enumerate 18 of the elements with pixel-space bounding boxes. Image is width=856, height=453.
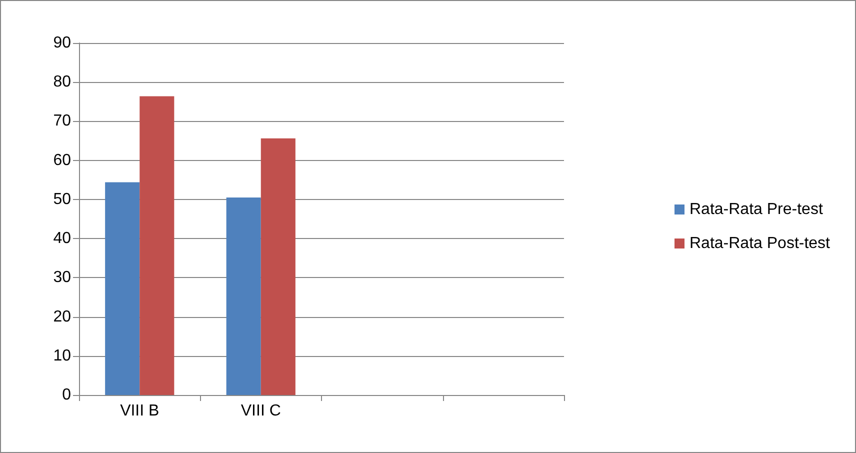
legend-label: Rata-Rata Post-test — [690, 235, 831, 252]
y-tick-label: 0 — [62, 386, 72, 404]
y-tick-label: 20 — [53, 308, 72, 326]
y-tick-label: 60 — [53, 152, 72, 169]
bar — [260, 138, 296, 395]
x-tick-label: VIII C — [240, 402, 281, 420]
bar — [140, 96, 174, 395]
bar — [105, 182, 140, 395]
y-tick-label: 80 — [53, 74, 72, 91]
bar — [226, 197, 261, 395]
y-tick-label: 10 — [53, 347, 72, 364]
y-tick-label: 50 — [53, 190, 72, 208]
y-tick-label: 90 — [53, 34, 72, 52]
y-tick-label: 30 — [53, 269, 72, 286]
legend-label: Rata-Rata Pre-test — [690, 201, 824, 218]
x-tick-label: VIII B — [120, 402, 160, 420]
y-tick-label: 70 — [53, 112, 72, 130]
y-tick-label: 40 — [53, 230, 72, 248]
